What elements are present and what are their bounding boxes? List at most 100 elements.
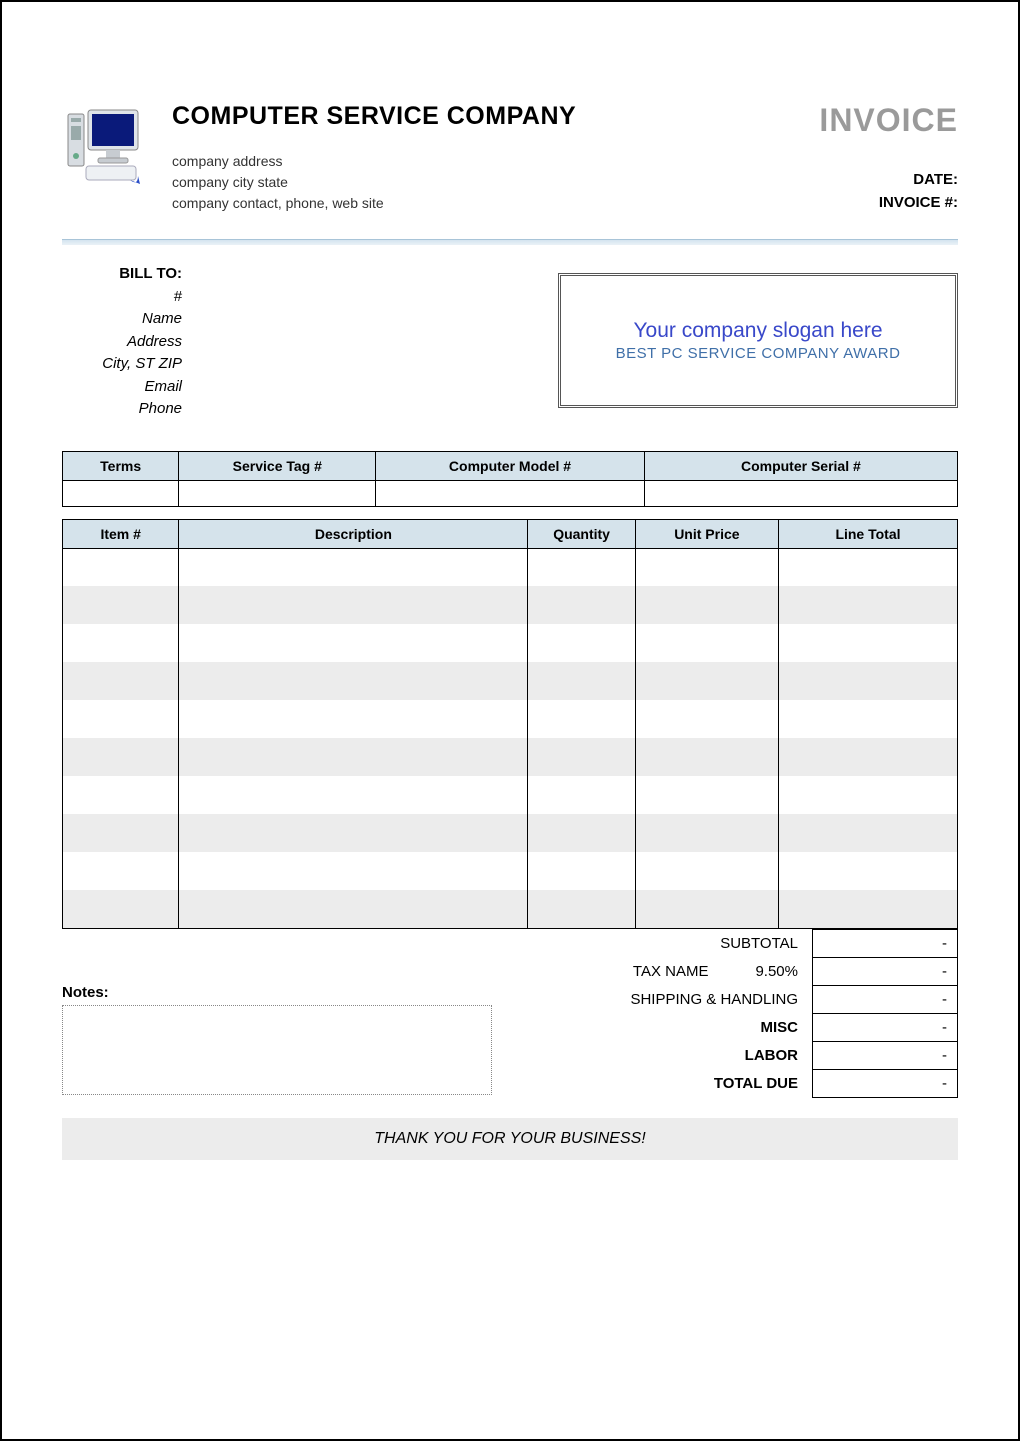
items-cell [528, 890, 635, 928]
invoice-heading-block: INVOICE DATE: INVOICE #: [819, 102, 958, 214]
items-cell [635, 548, 778, 586]
computer-logo-icon [62, 102, 152, 192]
items-cell [635, 586, 778, 624]
items-cell [778, 662, 957, 700]
items-cell [179, 700, 528, 738]
meta-cell [63, 480, 179, 506]
slogan-sub: BEST PC SERVICE COMPANY AWARD [616, 345, 901, 362]
items-cell [179, 738, 528, 776]
items-cell [528, 662, 635, 700]
items-cell [778, 700, 957, 738]
items-cell [635, 662, 778, 700]
items-header: Description [179, 519, 528, 548]
items-row [63, 776, 958, 814]
items-cell [528, 814, 635, 852]
misc-value: - [813, 1013, 958, 1041]
meta-cell [179, 480, 376, 506]
items-cell [778, 586, 957, 624]
meta-header: Terms [63, 451, 179, 480]
meta-table: TermsService Tag #Computer Model #Comput… [62, 451, 958, 507]
items-cell [778, 738, 957, 776]
invoice-title: INVOICE [819, 102, 958, 139]
misc-label: MISC [528, 1013, 813, 1041]
items-cell [179, 586, 528, 624]
subtotal-label: SUBTOTAL [528, 929, 813, 957]
header: COMPUTER SERVICE COMPANY company address… [62, 102, 958, 214]
bill-to-block: BILL TO: # Name Address City, ST ZIP Ema… [52, 263, 182, 421]
items-cell [528, 586, 635, 624]
company-address: company address [172, 151, 799, 172]
items-cell [635, 814, 778, 852]
total-due-label: TOTAL DUE [528, 1069, 813, 1097]
company-city-state: company city state [172, 172, 799, 193]
items-cell [63, 776, 179, 814]
items-cell [63, 814, 179, 852]
items-row [63, 700, 958, 738]
meta-cell [644, 480, 957, 506]
notes-column: Notes: [62, 929, 528, 1098]
items-header: Quantity [528, 519, 635, 548]
company-name: COMPUTER SERVICE COMPANY [172, 102, 799, 131]
totals-column: SUBTOTAL - TAX NAME 9.50% - SHIPPING & H… [528, 929, 958, 1098]
items-cell [63, 624, 179, 662]
bill-to-email: Email [52, 376, 182, 399]
meta-header: Service Tag # [179, 451, 376, 480]
tax-value: - [813, 957, 958, 985]
items-row [63, 738, 958, 776]
items-cell [635, 890, 778, 928]
slogan-box: Your company slogan here BEST PC SERVICE… [558, 273, 958, 408]
items-cell [63, 586, 179, 624]
items-row [63, 890, 958, 928]
items-header: Line Total [778, 519, 957, 548]
company-info: COMPUTER SERVICE COMPANY company address… [172, 102, 799, 214]
bill-to-phone: Phone [52, 398, 182, 421]
meta-header: Computer Serial # [644, 451, 957, 480]
total-due-value: - [813, 1069, 958, 1097]
notes-box [62, 1005, 492, 1095]
bill-to-title: BILL TO: [52, 263, 182, 286]
subtotal-value: - [813, 929, 958, 957]
bill-to-address: Address [52, 331, 182, 354]
items-cell [63, 852, 179, 890]
date-label: DATE: [819, 169, 958, 192]
tax-label: TAX NAME [528, 957, 723, 985]
bill-to-num: # [52, 286, 182, 309]
items-row [63, 662, 958, 700]
items-cell [179, 776, 528, 814]
items-cell [778, 548, 957, 586]
items-cell [528, 776, 635, 814]
items-cell [179, 662, 528, 700]
items-cell [528, 852, 635, 890]
labor-label: LABOR [528, 1041, 813, 1069]
items-cell [63, 548, 179, 586]
items-cell [635, 776, 778, 814]
items-cell [778, 890, 957, 928]
thank-you-banner: THANK YOU FOR YOUR BUSINESS! [62, 1118, 958, 1160]
items-cell [778, 624, 957, 662]
company-address-lines: company address company city state compa… [172, 151, 799, 214]
items-cell [63, 662, 179, 700]
notes-label: Notes: [62, 984, 528, 1001]
header-divider [62, 239, 958, 245]
items-cell [635, 852, 778, 890]
items-cell [179, 852, 528, 890]
items-cell [63, 738, 179, 776]
items-header: Unit Price [635, 519, 778, 548]
shipping-label: SHIPPING & HANDLING [528, 985, 813, 1013]
items-cell [528, 548, 635, 586]
items-header: Item # [63, 519, 179, 548]
items-cell [179, 548, 528, 586]
bill-to-city: City, ST ZIP [52, 353, 182, 376]
items-cell [63, 890, 179, 928]
bill-to-name: Name [52, 308, 182, 331]
shipping-value: - [813, 985, 958, 1013]
labor-value: - [813, 1041, 958, 1069]
invoice-meta: DATE: INVOICE #: [819, 169, 958, 214]
meta-cell [376, 480, 645, 506]
items-cell [635, 700, 778, 738]
items-cell [778, 776, 957, 814]
items-cell [528, 624, 635, 662]
items-cell [179, 890, 528, 928]
items-cell [528, 738, 635, 776]
items-row [63, 814, 958, 852]
